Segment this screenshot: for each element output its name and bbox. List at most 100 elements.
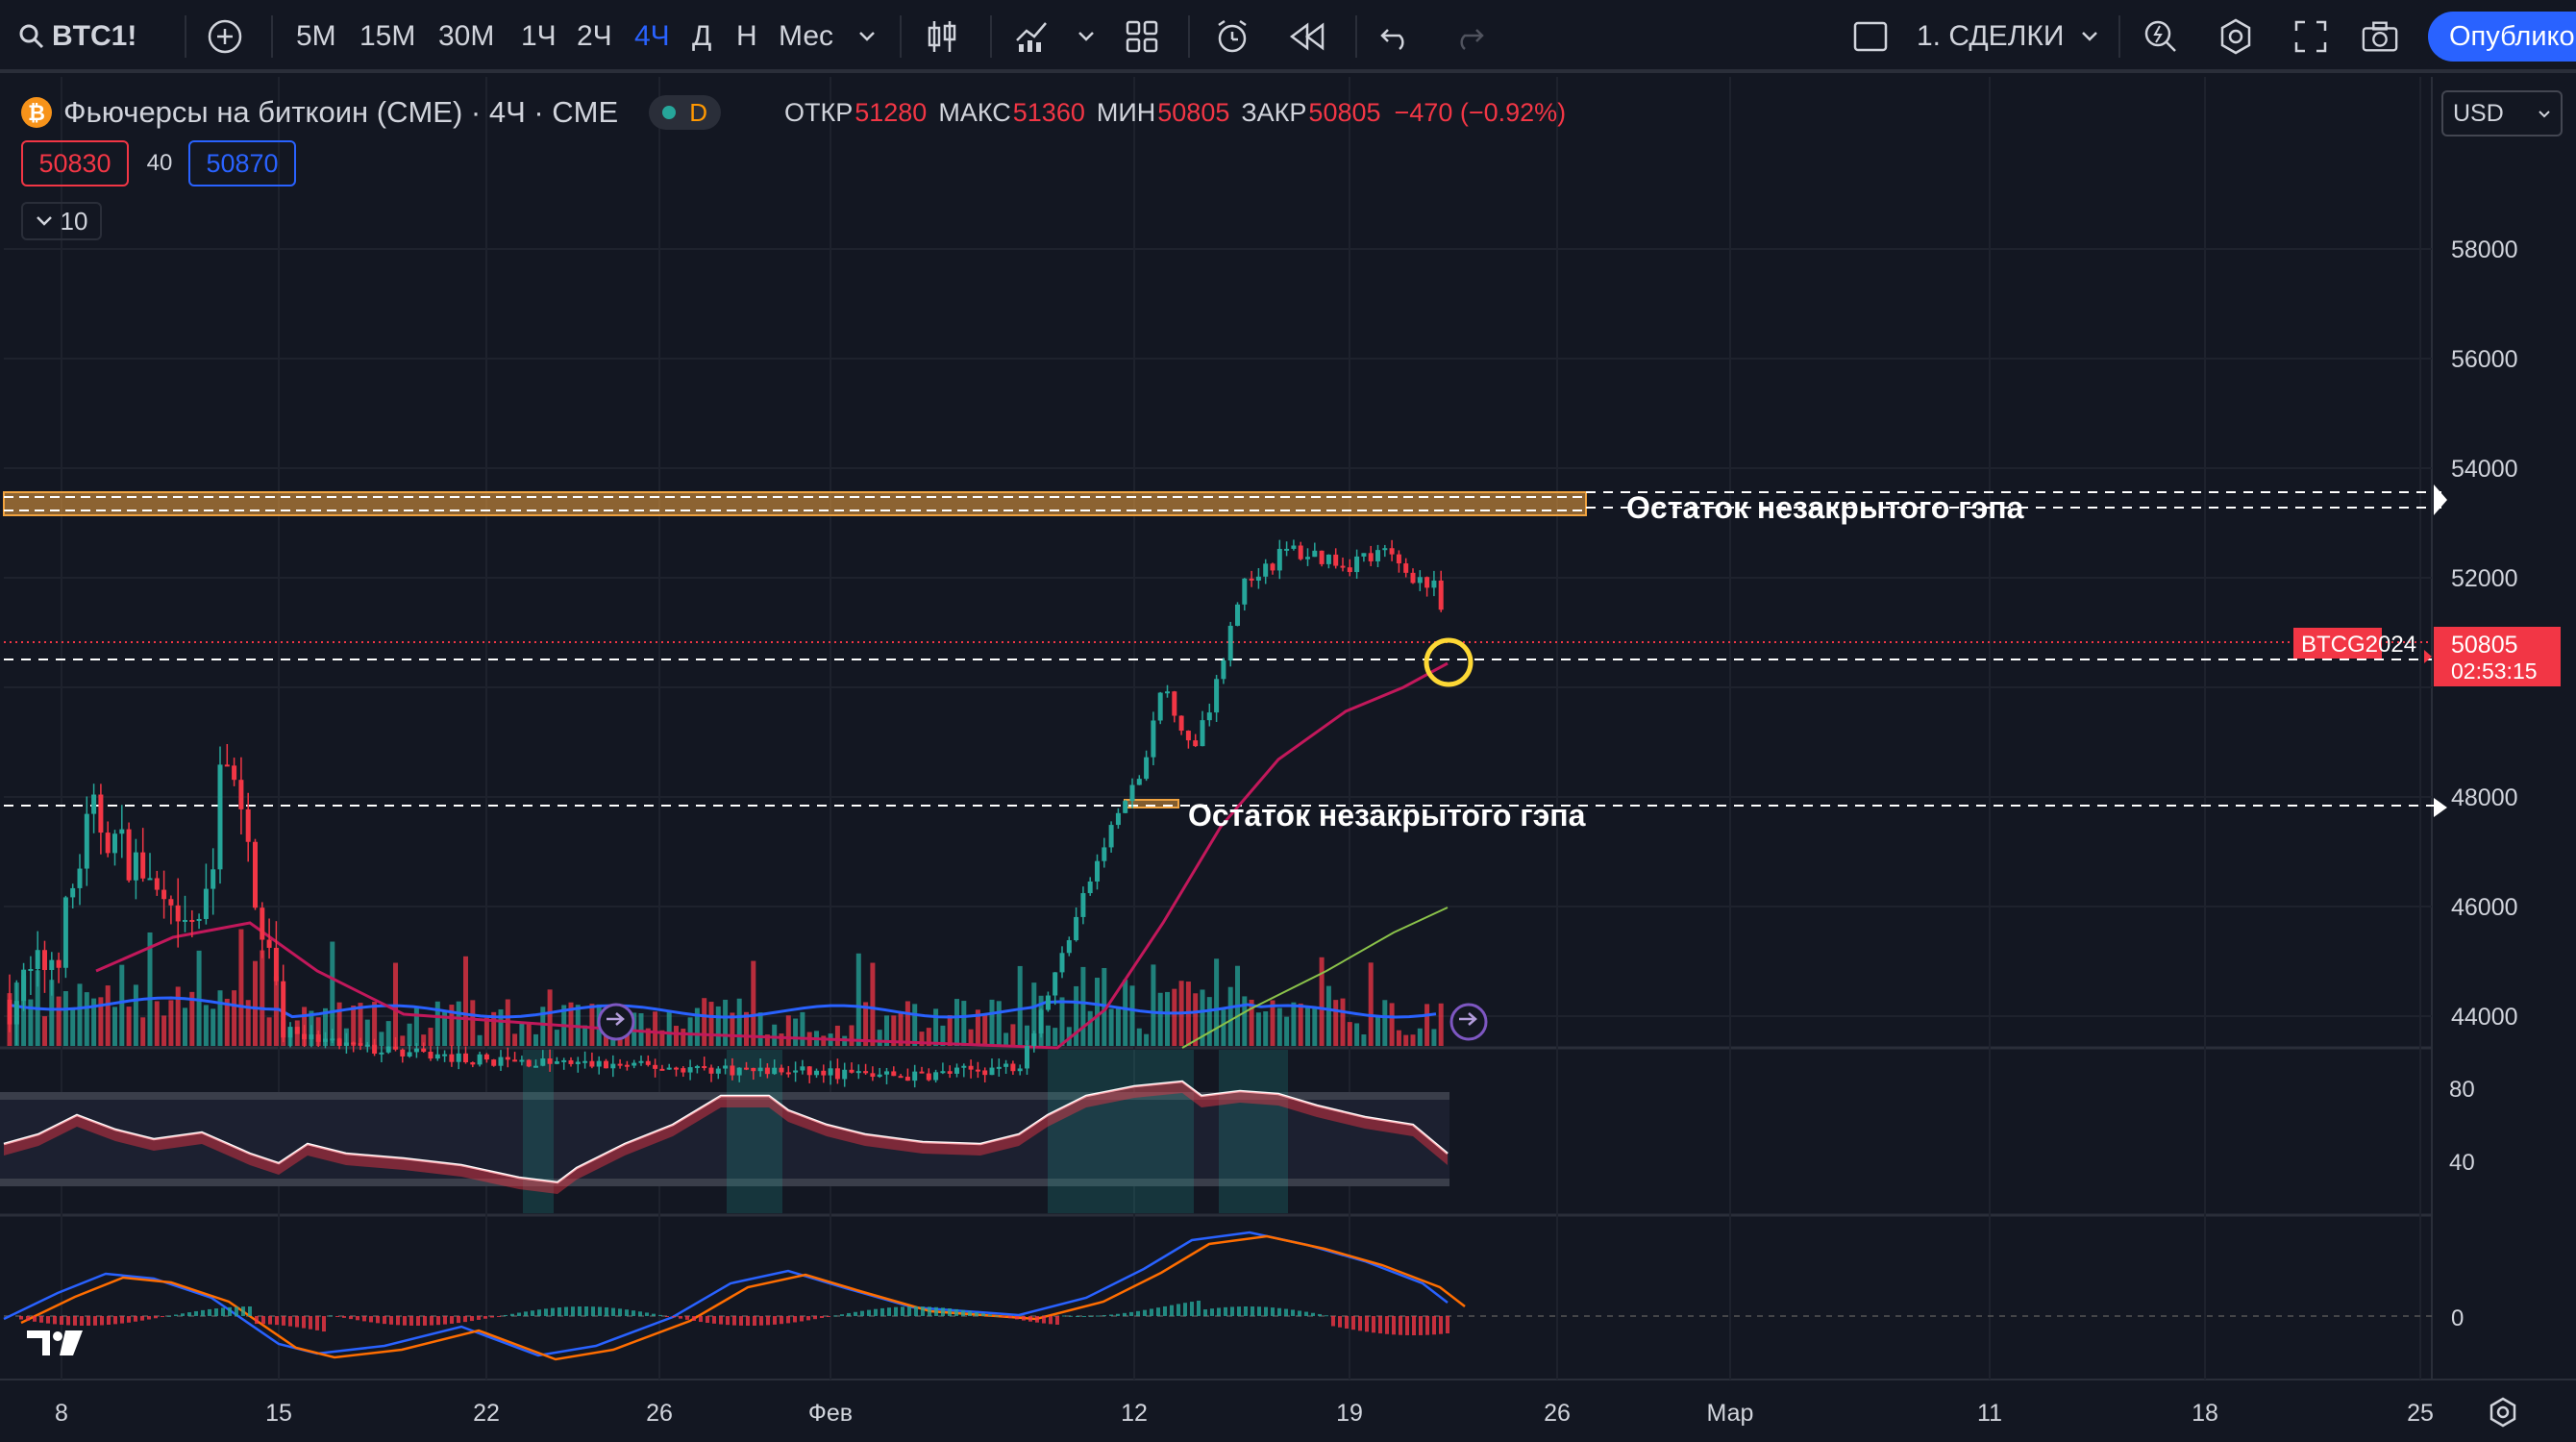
volume-ma-line [9, 996, 1437, 1019]
macd-histogram-bar [605, 1306, 608, 1316]
symbol-title[interactable]: Фьючерсы на биткоин (CME) · 4Ч · CME [63, 95, 619, 129]
gap-annotation-lower[interactable]: Остаток незакрытого гэпа [1188, 798, 1586, 833]
candle-body [1087, 881, 1093, 894]
macd-histogram-bar [463, 1316, 467, 1323]
currency-select[interactable]: USD [2441, 90, 2563, 137]
gap-line-marker [2434, 798, 2447, 817]
layout-name[interactable]: 1. СДЕЛКИ [1917, 20, 2065, 52]
tradingview-logo[interactable] [27, 1330, 83, 1355]
candle-body [1389, 548, 1395, 555]
volume-bar [119, 964, 125, 1046]
macd-histogram-bar [1264, 1306, 1268, 1316]
candle-body [891, 1071, 897, 1077]
settings-button[interactable] [2217, 17, 2255, 56]
symbol-search[interactable]: BTC1! [17, 0, 136, 73]
volume-bar [1221, 1009, 1226, 1046]
volume-bar [1396, 1030, 1401, 1046]
macd-histogram-bar [1082, 1315, 1086, 1317]
chart-type-button[interactable] [923, 17, 961, 56]
candle-body [385, 1046, 391, 1053]
publish-button[interactable]: Опублико [2428, 12, 2576, 62]
open-value: 51280 [855, 97, 928, 127]
candle-body [315, 1034, 321, 1042]
add-symbol-button[interactable] [206, 17, 244, 56]
replay-button[interactable] [1288, 17, 1326, 56]
candle-body [1255, 576, 1261, 581]
event-marker[interactable] [597, 1003, 635, 1041]
interval-5m[interactable]: 5М [296, 20, 336, 52]
interval-month[interactable]: Мес [779, 20, 834, 52]
buy-price-button[interactable]: 50870 [188, 140, 296, 186]
layout-select-button[interactable] [1851, 17, 1890, 56]
candle-body [624, 1064, 630, 1067]
candle-body [196, 918, 202, 921]
layout-dropdown[interactable] [2070, 17, 2109, 56]
macd-histogram-bar [1331, 1316, 1335, 1327]
highlight-circle[interactable] [1424, 637, 1474, 687]
volume-bar [996, 1001, 1002, 1046]
event-marker[interactable] [1449, 1003, 1488, 1041]
fullscreen-button[interactable] [2291, 17, 2330, 56]
gap-zone-upper[interactable] [3, 491, 1587, 516]
quick-search-button[interactable] [2142, 17, 2180, 56]
macd-histogram-bar [1210, 1308, 1214, 1316]
candle-body [1235, 604, 1240, 626]
candle-body [785, 1072, 791, 1075]
templates-button[interactable] [1123, 17, 1161, 56]
interval-15m[interactable]: 15М [359, 20, 416, 52]
interval-30m[interactable]: 30М [438, 20, 495, 52]
interval-2h[interactable]: 2Ч [577, 20, 612, 52]
macd-histogram-bar [618, 1308, 622, 1316]
macd-histogram-bar [1439, 1316, 1443, 1334]
chevron-down-icon [2082, 32, 2097, 41]
macd-histogram-bar [1358, 1316, 1362, 1331]
close-label: ЗАКР [1241, 97, 1307, 127]
macd-histogram-bar [174, 1314, 178, 1316]
gap-annotation-upper[interactable]: Остаток незакрытого гэпа [1626, 490, 2024, 525]
indicators-dropdown[interactable] [1067, 17, 1105, 56]
candle-body [224, 764, 230, 767]
volume-bar [1227, 986, 1233, 1046]
undo-button[interactable] [1376, 17, 1415, 56]
rewind-icon [1289, 22, 1325, 51]
interval-1h[interactable]: 1Ч [521, 20, 557, 52]
candle-body [1214, 679, 1220, 713]
macd-histogram-bar [349, 1316, 353, 1320]
axis-settings-icon[interactable] [2489, 1397, 2516, 1428]
gap-line-marker [2434, 485, 2447, 515]
rsi-indicator [3, 1080, 1449, 1194]
macd-histogram-bar [1432, 1316, 1436, 1335]
volume-bar [1123, 980, 1128, 1046]
candle-body [884, 1071, 889, 1075]
interval-week[interactable]: Н [736, 20, 757, 52]
volume-bar [904, 1001, 910, 1046]
candle-body [84, 813, 89, 869]
chart-canvas[interactable]: Остаток незакрытого гэпа Остаток незакры… [0, 77, 2576, 1442]
snapshot-button[interactable] [2361, 17, 2399, 56]
volume-bar [702, 998, 707, 1046]
interval-4h[interactable]: 4Ч [634, 20, 670, 52]
redo-button[interactable] [1449, 17, 1488, 56]
fullscreen-icon [2294, 20, 2327, 53]
macd-histogram-bar [389, 1316, 393, 1325]
candle-body [1368, 553, 1374, 561]
candle-body [133, 852, 138, 881]
candle-body [793, 1070, 799, 1073]
interval-day[interactable]: Д [692, 20, 712, 52]
candle-body [421, 1048, 427, 1053]
time-axis[interactable]: 8 15 22 26 Фев 12 19 26 Мар 11 18 25 [55, 1400, 2434, 1427]
market-status[interactable]: D [649, 95, 721, 130]
macd-histogram-bar [1304, 1311, 1308, 1316]
collapse-indicators-button[interactable]: 10 [21, 202, 102, 240]
candle-body [91, 794, 97, 814]
sell-price-button[interactable]: 50830 [21, 140, 129, 186]
price-axis[interactable]: 58000 56000 54000 52000 48000 46000 44000 [2451, 236, 2518, 1031]
change-value: −470 (−0.92%) [1394, 97, 1567, 127]
candle-body [7, 999, 12, 1025]
macd-histogram-bar [557, 1306, 561, 1316]
macd-histogram-bar [995, 1315, 999, 1317]
indicators-button[interactable] [1013, 17, 1052, 56]
alert-button[interactable] [1213, 17, 1251, 56]
macd-histogram-bar [1405, 1316, 1409, 1335]
interval-dropdown[interactable] [848, 17, 886, 56]
